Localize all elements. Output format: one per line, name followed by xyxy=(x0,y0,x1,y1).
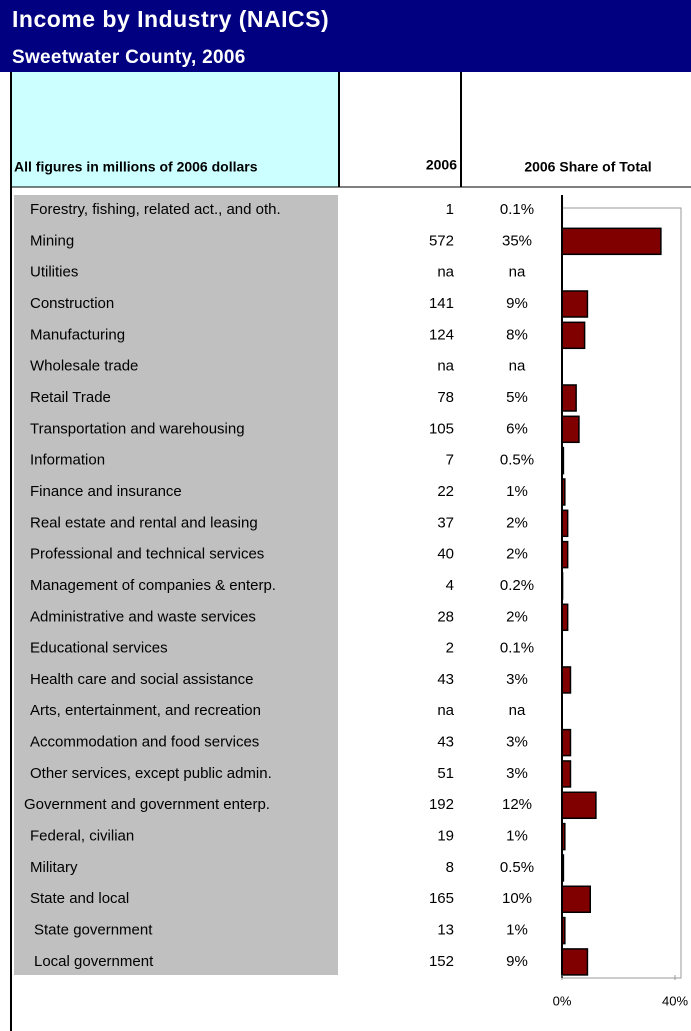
row-share: 0.5% xyxy=(500,452,534,469)
bar xyxy=(561,321,586,350)
row-value: na xyxy=(437,358,454,375)
row-label: State and local xyxy=(30,890,129,907)
row-value: 2 xyxy=(446,640,454,657)
row-share: 1% xyxy=(506,922,528,939)
row-label: Professional and technical services xyxy=(30,546,264,563)
row-value: 28 xyxy=(437,608,454,625)
row-value: 78 xyxy=(437,389,454,406)
row-label: Educational services xyxy=(30,640,168,657)
col-share: 2006 Share of Total xyxy=(524,159,651,175)
row-share: 3% xyxy=(506,734,528,751)
row-share: 2% xyxy=(506,514,528,531)
row-share: 10% xyxy=(502,890,532,907)
row-value: 572 xyxy=(429,232,454,249)
row-value: na xyxy=(437,702,454,719)
row-label: Government and government enterp. xyxy=(24,796,270,813)
row-share: 35% xyxy=(502,232,532,249)
x-tick-label: 0% xyxy=(553,993,572,1008)
row-label: Retail Trade xyxy=(30,389,111,406)
unit-note: All figures in millions of 2006 dollars xyxy=(14,159,258,175)
row-label: Local government xyxy=(34,953,154,970)
row-value: na xyxy=(437,264,454,281)
bar xyxy=(561,666,572,694)
row-value: 192 xyxy=(429,796,454,813)
row-label: State government xyxy=(34,922,153,939)
bar xyxy=(561,290,589,318)
row-label: Forestry, fishing, related act., and oth… xyxy=(30,201,281,218)
col-year: 2006 xyxy=(426,157,457,173)
row-share: 2% xyxy=(506,608,528,625)
row-label: Health care and social assistance xyxy=(30,671,253,688)
row-share: 9% xyxy=(506,953,528,970)
row-value: 40 xyxy=(437,546,454,563)
title: Income by Industry (NAICS) xyxy=(12,6,329,32)
row-share: 3% xyxy=(506,671,528,688)
row-share: na xyxy=(509,358,526,375)
row-value: 124 xyxy=(429,326,454,343)
row-share: 2% xyxy=(506,546,528,563)
row-value: 22 xyxy=(437,483,454,500)
row-value: 4 xyxy=(446,577,454,594)
row-share: 1% xyxy=(506,828,528,845)
row-share: 9% xyxy=(506,295,528,312)
row-label: Construction xyxy=(30,295,114,312)
row-value: 8 xyxy=(446,859,454,876)
row-label: Other services, except public admin. xyxy=(30,765,272,782)
row-label: Finance and insurance xyxy=(30,483,182,500)
row-share: 0.1% xyxy=(500,640,534,657)
row-share: 3% xyxy=(506,765,528,782)
bar xyxy=(561,948,589,976)
row-value: 19 xyxy=(437,828,454,845)
row-label: Military xyxy=(30,859,78,876)
row-value: 51 xyxy=(437,765,454,782)
row-label: Accommodation and food services xyxy=(30,734,259,751)
bar xyxy=(561,415,580,444)
row-share: 5% xyxy=(506,389,528,406)
row-value: 165 xyxy=(429,890,454,907)
row-label: Manufacturing xyxy=(30,326,125,343)
row-value: 152 xyxy=(429,953,454,970)
row-value: 105 xyxy=(429,420,454,437)
row-label: Administrative and waste services xyxy=(30,608,256,625)
row-share: 0.5% xyxy=(500,859,534,876)
bar xyxy=(561,384,577,412)
row-label: Federal, civilian xyxy=(30,828,134,845)
row-share: 6% xyxy=(506,420,528,437)
bar xyxy=(561,885,591,914)
row-value: 141 xyxy=(429,295,454,312)
row-value: 13 xyxy=(437,922,454,939)
row-label: Arts, entertainment, and recreation xyxy=(30,702,261,719)
row-share: 0.1% xyxy=(500,201,534,218)
x-tick-label: 40% xyxy=(662,993,688,1008)
row-value: 43 xyxy=(437,734,454,751)
bar xyxy=(561,791,597,820)
row-label: Real estate and rental and leasing xyxy=(30,514,258,531)
row-share: na xyxy=(509,264,526,281)
header-cell xyxy=(11,72,338,187)
row-label: Transportation and warehousing xyxy=(30,420,245,437)
row-value: 7 xyxy=(446,452,454,469)
row-label: Wholesale trade xyxy=(30,358,138,375)
row-value: 37 xyxy=(437,514,454,531)
bar xyxy=(561,760,572,788)
row-label: Management of companies & enterp. xyxy=(30,577,276,594)
row-label: Mining xyxy=(30,232,74,249)
row-share: 0.2% xyxy=(500,577,534,594)
subtitle: Sweetwater County, 2006 xyxy=(12,47,246,68)
label-shade xyxy=(14,195,338,975)
row-share: 8% xyxy=(506,326,528,343)
row-value: 43 xyxy=(437,671,454,688)
bar xyxy=(561,728,572,757)
row-share: 1% xyxy=(506,483,528,500)
header-band xyxy=(0,0,691,72)
row-value: 1 xyxy=(446,201,454,218)
row-label: Information xyxy=(30,452,105,469)
bar xyxy=(561,227,662,256)
row-share: 12% xyxy=(502,796,532,813)
row-share: na xyxy=(509,702,526,719)
row-label: Utilities xyxy=(30,264,78,281)
